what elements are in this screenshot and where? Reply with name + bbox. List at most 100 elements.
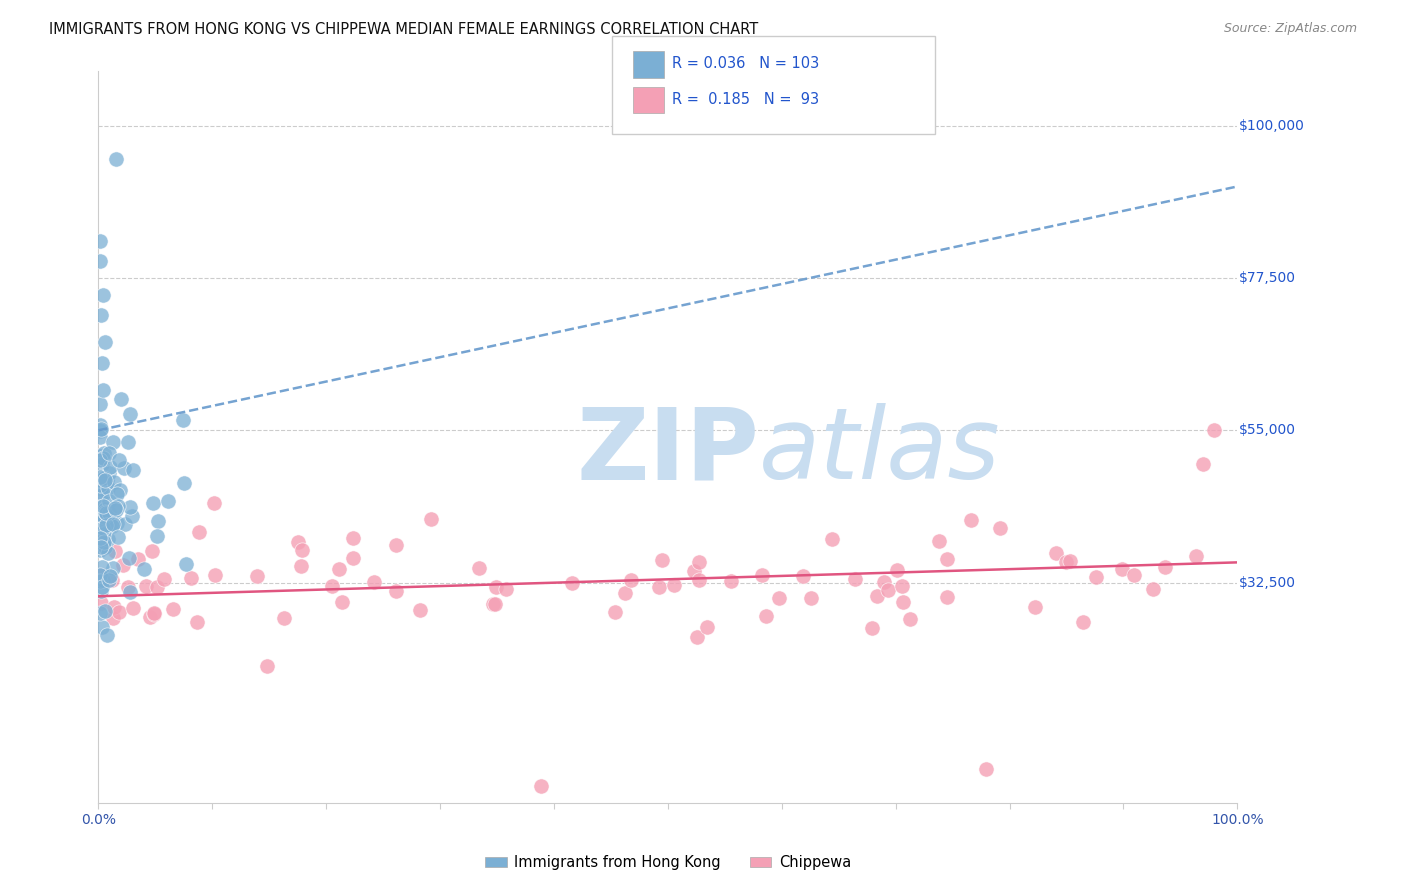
- Point: [91, 560, 114, 574]
- Point: [118, 407, 141, 421]
- Text: R =  0.185   N =  93: R = 0.185 N = 93: [672, 92, 820, 106]
- Point: [94, 473, 117, 487]
- Point: [121, 600, 143, 615]
- Point: [97, 446, 120, 460]
- Text: atlas: atlas: [759, 403, 1001, 500]
- Point: [89, 424, 111, 438]
- Point: [1142, 582, 1164, 597]
- Point: [1111, 562, 1133, 576]
- Point: [187, 525, 209, 540]
- Point: [90, 620, 112, 634]
- Point: [1184, 549, 1206, 563]
- Point: [988, 521, 1011, 535]
- Point: [1084, 569, 1107, 583]
- Point: [101, 519, 124, 533]
- Point: [91, 500, 114, 514]
- Point: [98, 466, 121, 480]
- Point: [91, 508, 114, 523]
- Point: [98, 460, 121, 475]
- Point: [720, 574, 742, 588]
- Point: [89, 417, 111, 432]
- Point: [821, 532, 844, 546]
- Point: [89, 423, 111, 437]
- Point: [90, 486, 112, 500]
- Point: [873, 575, 896, 590]
- Point: [143, 606, 166, 620]
- Point: [330, 595, 353, 609]
- Point: [89, 478, 111, 492]
- Point: [146, 580, 169, 594]
- Point: [94, 335, 117, 350]
- Point: [90, 583, 112, 598]
- Point: [385, 583, 408, 598]
- Point: [484, 597, 506, 611]
- Point: [91, 511, 114, 525]
- Point: [342, 532, 364, 546]
- Point: [108, 483, 131, 497]
- Point: [180, 571, 202, 585]
- Point: [273, 610, 295, 624]
- Point: [91, 522, 114, 536]
- Point: [202, 495, 225, 509]
- Point: [118, 584, 141, 599]
- Point: [89, 606, 111, 620]
- Point: [419, 512, 441, 526]
- Point: [648, 580, 671, 594]
- Point: [141, 543, 163, 558]
- Point: [122, 463, 145, 477]
- Point: [614, 586, 637, 600]
- Point: [89, 449, 111, 463]
- Point: [89, 568, 111, 582]
- Point: [172, 413, 194, 427]
- Point: [89, 500, 111, 514]
- Point: [97, 533, 120, 547]
- Point: [898, 611, 921, 625]
- Point: [291, 543, 314, 558]
- Text: $32,500: $32,500: [1239, 575, 1295, 590]
- Point: [105, 487, 128, 501]
- Point: [91, 573, 114, 587]
- Point: [561, 575, 583, 590]
- Point: [101, 434, 124, 449]
- Point: [96, 628, 118, 642]
- Point: [290, 558, 312, 573]
- Point: [89, 234, 111, 248]
- Point: [97, 481, 120, 495]
- Point: [204, 568, 226, 582]
- Point: [91, 518, 114, 533]
- Point: [321, 579, 343, 593]
- Point: [162, 601, 184, 615]
- Point: [662, 578, 685, 592]
- Point: [603, 605, 626, 619]
- Point: [114, 517, 136, 532]
- Point: [108, 453, 131, 467]
- Point: [91, 487, 114, 501]
- Point: [93, 471, 115, 485]
- Point: [90, 483, 112, 497]
- Point: [153, 572, 176, 586]
- Point: [104, 501, 127, 516]
- Point: [93, 521, 115, 535]
- Point: [696, 619, 718, 633]
- Point: [142, 496, 165, 510]
- Point: [93, 446, 115, 460]
- Point: [936, 590, 959, 604]
- Point: [93, 527, 115, 541]
- Point: [94, 603, 117, 617]
- Point: [246, 569, 269, 583]
- Point: [103, 475, 125, 489]
- Point: [103, 560, 125, 574]
- Point: [91, 288, 114, 302]
- Point: [96, 473, 118, 487]
- Point: [89, 397, 111, 411]
- Point: [90, 422, 112, 436]
- Point: [132, 562, 155, 576]
- Point: [173, 475, 195, 490]
- Point: [800, 591, 823, 605]
- Point: [143, 607, 166, 621]
- Point: [90, 567, 112, 582]
- Point: [97, 506, 120, 520]
- Point: [89, 511, 111, 525]
- Point: [844, 572, 866, 586]
- Point: [755, 608, 778, 623]
